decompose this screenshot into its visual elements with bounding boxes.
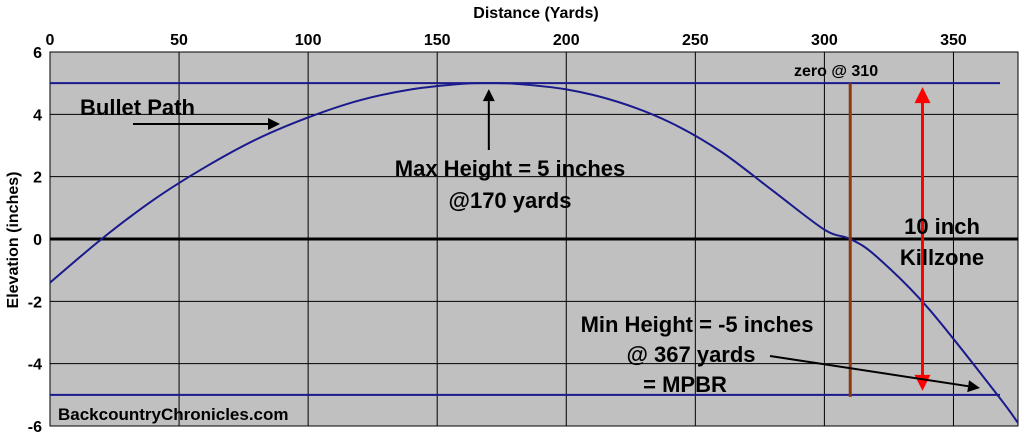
killzone-label-1: 10 inch bbox=[904, 214, 980, 239]
y-tick-label: -4 bbox=[28, 357, 42, 374]
bullet-path-arrow-head bbox=[268, 118, 280, 130]
killzone-arrow-head-up bbox=[914, 87, 931, 104]
x-tick-labels: 0 50 100 150 200 250 300 350 bbox=[46, 32, 967, 49]
bullet-path-label: Bullet Path bbox=[80, 95, 195, 120]
y-tick-label: -6 bbox=[28, 419, 42, 433]
y-tick-label: 2 bbox=[33, 170, 42, 187]
mpbr-arrow-shaft bbox=[769, 355, 969, 388]
mpbr-arrow-head bbox=[967, 380, 980, 393]
x-tick-label: 350 bbox=[940, 32, 967, 49]
min-height-label-3: = MPBR bbox=[643, 372, 727, 397]
min-height-label-1: Min Height = -5 inches bbox=[581, 312, 814, 337]
killzone-label-2: Killzone bbox=[900, 245, 984, 270]
x-tick-label: 0 bbox=[46, 32, 55, 49]
x-tick-label: 200 bbox=[553, 32, 580, 49]
y-axis-title: Elevation (inches) bbox=[5, 172, 22, 309]
y-tick-label: 6 bbox=[33, 45, 42, 62]
x-tick-label: 300 bbox=[811, 32, 838, 49]
max-height-label-2: @170 yards bbox=[449, 188, 572, 213]
reference-lines bbox=[50, 82, 1018, 396]
y-tick-labels: 6 4 2 0 -2 -4 -6 bbox=[28, 45, 42, 433]
y-tick-label: 4 bbox=[33, 107, 42, 124]
y-tick-label: -2 bbox=[28, 294, 42, 311]
x-tick-label: 100 bbox=[295, 32, 322, 49]
min-height-label-2: @ 367 yards bbox=[626, 342, 755, 367]
y-tick-label: 0 bbox=[33, 232, 42, 249]
max-height-label-1: Max Height = 5 inches bbox=[395, 156, 625, 181]
x-axis-title: Distance (Yards) bbox=[473, 5, 598, 22]
credit-text: BackcountryChronicles.com bbox=[58, 405, 289, 424]
annotation-arrows bbox=[133, 89, 980, 393]
x-tick-label: 150 bbox=[424, 32, 451, 49]
bullet-path-line bbox=[49, 82, 1019, 424]
zero-label: zero @ 310 bbox=[794, 63, 878, 80]
x-tick-label: 250 bbox=[682, 32, 709, 49]
max-height-arrow-head bbox=[482, 89, 495, 102]
x-tick-label: 50 bbox=[170, 32, 188, 49]
